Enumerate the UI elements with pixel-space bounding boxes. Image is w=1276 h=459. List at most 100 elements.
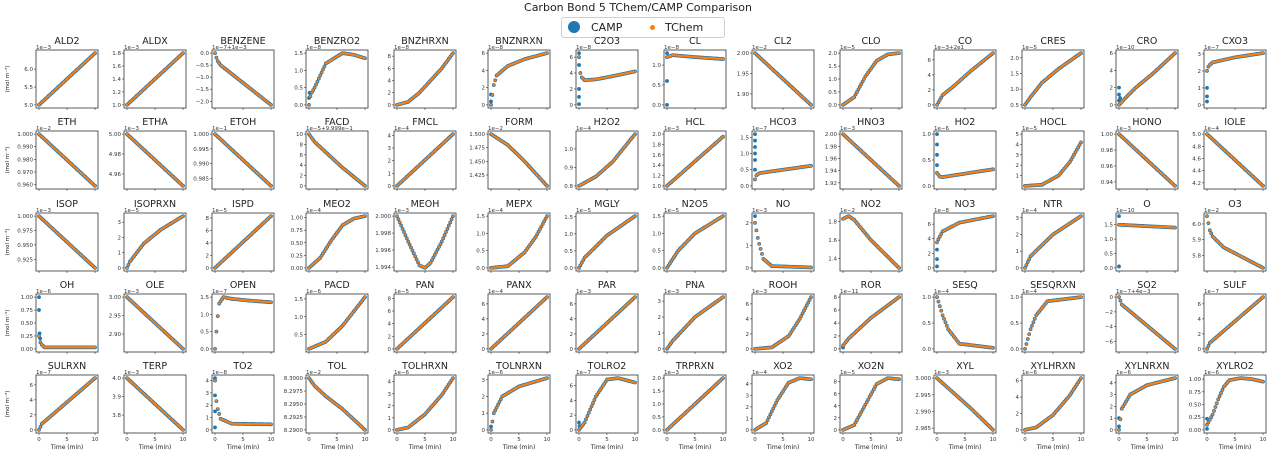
tchem-point xyxy=(326,245,329,249)
tchem-point xyxy=(868,69,871,72)
y-tick-label: 0 xyxy=(928,103,932,109)
y-tick-label: 0.0 xyxy=(922,184,931,190)
tchem-point xyxy=(437,70,441,73)
tchem-point xyxy=(443,234,446,237)
tchem-point xyxy=(430,258,434,262)
tchem-point xyxy=(316,80,319,83)
y-tick-label: 0 xyxy=(1016,266,1020,272)
y-tick-label: 0.990 xyxy=(17,145,33,151)
y-tick-label: 1.0 xyxy=(1010,87,1019,93)
tchem-point xyxy=(633,132,637,136)
tchem-point xyxy=(216,59,219,63)
y-tick-label: 6 xyxy=(928,58,932,64)
y-tick-label: 5.9 xyxy=(1192,238,1201,244)
y-tick-label: 0 xyxy=(388,103,392,109)
y-axis-label: (mol m⁻³) xyxy=(4,310,11,337)
plot-frame xyxy=(751,293,815,353)
y-tick-label: 0.985 xyxy=(193,176,209,182)
y-tick-label: 6 xyxy=(388,309,392,315)
y-tick-label: 1.00 xyxy=(291,216,304,222)
tchem-point xyxy=(423,85,427,88)
tchem-point xyxy=(624,145,627,148)
tchem-point xyxy=(93,51,97,55)
figure-title: Carbon Bond 5 TChem/CAMP Comparison xyxy=(524,1,752,14)
y-tick-label: 4 xyxy=(300,163,304,169)
y-tick-label: 1.5 xyxy=(294,51,303,57)
y-tick-label: 1.996 xyxy=(375,248,391,254)
y-tick-label: 8 xyxy=(388,54,392,60)
tchem-point xyxy=(1122,99,1125,102)
tchem-point xyxy=(215,330,218,333)
plot-frame xyxy=(487,212,551,272)
tchem-point xyxy=(897,184,901,188)
y-tick-label: 2 xyxy=(746,221,750,227)
tchem-point xyxy=(872,63,875,66)
y-tick-label: 1.96 xyxy=(825,156,838,162)
tchem-point xyxy=(940,232,943,236)
tchem-point xyxy=(538,177,542,180)
y-tick-label: 4 xyxy=(388,79,392,85)
tchem-point xyxy=(363,57,367,60)
tchem-point xyxy=(540,178,543,181)
tchem-point xyxy=(429,79,432,82)
tchem-point xyxy=(269,214,273,218)
camp-point xyxy=(37,331,42,336)
tchem-point xyxy=(935,103,939,107)
tchem-point xyxy=(446,227,449,231)
tchem-point xyxy=(320,71,323,74)
tchem-point xyxy=(526,247,529,250)
subplot-title: ALD2 xyxy=(54,36,79,47)
tchem-point xyxy=(432,76,435,79)
subplot-title: CRES xyxy=(1040,36,1065,47)
tchem-point xyxy=(668,343,671,347)
plot-frame xyxy=(487,49,551,109)
legend-tchem-marker xyxy=(650,25,655,30)
tchem-point xyxy=(865,73,868,76)
y-tick-label: 0.0 xyxy=(476,266,485,272)
y-tick-label: 4 xyxy=(482,68,486,74)
y-tick-label: 0.96 xyxy=(1101,164,1114,170)
tchem-point xyxy=(628,139,631,143)
camp-point xyxy=(577,51,581,56)
tchem-point xyxy=(631,136,634,139)
tchem-point xyxy=(537,175,540,178)
tchem-point xyxy=(940,96,943,99)
subplot-title: ISOP xyxy=(56,199,78,210)
y-tick-label: 2 xyxy=(1198,69,1202,75)
y-tick-label: 4 xyxy=(206,241,210,247)
y-tick-label: 1.0 xyxy=(922,132,931,138)
tchem-point xyxy=(489,103,493,107)
camp-point xyxy=(1205,94,1209,99)
y-tick-label: 6 xyxy=(388,66,392,72)
camp-point xyxy=(577,87,581,91)
subplot-o: O1e−100.00.51.01.5 xyxy=(1104,199,1179,273)
camp-point xyxy=(935,163,939,168)
tchem-point xyxy=(1205,69,1209,73)
tchem-point xyxy=(760,252,764,256)
tchem-point xyxy=(324,247,327,251)
offset-label: 1e−2 xyxy=(36,126,51,132)
camp-point xyxy=(37,295,41,300)
tchem-point xyxy=(540,225,543,228)
y-tick-label: 0.995 xyxy=(193,147,209,153)
tchem-point xyxy=(307,103,311,107)
tchem-point xyxy=(860,82,863,86)
tchem-point xyxy=(611,160,614,164)
subplot-title: HONO xyxy=(1132,117,1161,128)
y-tick-label: 0 xyxy=(570,103,574,109)
y-tick-label: 0 xyxy=(746,347,750,353)
offset-label: 1e−5 xyxy=(1022,126,1037,132)
tchem-point xyxy=(790,330,793,334)
y-tick-label: 4 xyxy=(928,237,932,243)
tchem-point xyxy=(529,243,532,246)
tchem-point xyxy=(991,214,995,218)
y-tick-label: 8 xyxy=(206,216,210,222)
tchem-point xyxy=(531,169,535,172)
y-tick-label: 1.5 xyxy=(476,214,485,220)
offset-label: 1e−5 xyxy=(664,208,679,214)
offset-label: 1e−4 xyxy=(306,208,321,214)
